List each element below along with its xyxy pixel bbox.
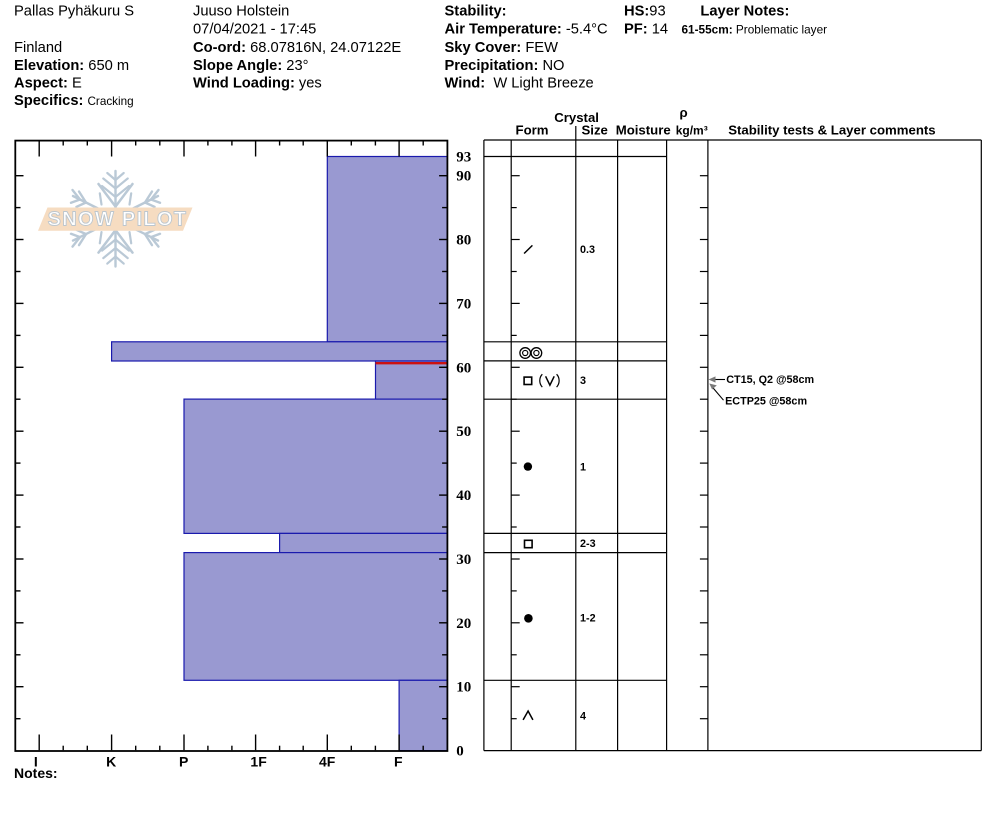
- svg-text:Finland: Finland: [14, 40, 62, 56]
- svg-text:0: 0: [456, 744, 464, 760]
- svg-text:Size: Size: [582, 123, 608, 138]
- svg-text:Specifics: Cracking: Specifics: Cracking: [14, 93, 134, 109]
- svg-text:0.3: 0.3: [580, 244, 595, 256]
- svg-text:CT15, Q2 @58cm: CT15, Q2 @58cm: [726, 374, 814, 386]
- svg-text:HS:93: HS:93: [624, 4, 666, 20]
- svg-text:Sky Cover: FEW: Sky Cover: FEW: [445, 40, 559, 56]
- svg-text:Elevation: 650 m: Elevation: 650 m: [14, 58, 129, 74]
- svg-text:Notes:: Notes:: [14, 765, 58, 781]
- svg-text:kg/m³: kg/m³: [676, 124, 708, 138]
- svg-text:4F: 4F: [319, 754, 336, 770]
- svg-text:Moisture: Moisture: [616, 123, 671, 138]
- svg-text:ρ: ρ: [680, 105, 688, 120]
- svg-text:1F: 1F: [250, 754, 267, 770]
- svg-text:Pallas Pyhäkuru S: Pallas Pyhäkuru S: [14, 4, 134, 20]
- svg-text:93: 93: [456, 150, 471, 166]
- svg-text:Layer Notes:: Layer Notes:: [700, 4, 789, 20]
- svg-text:F: F: [394, 754, 403, 770]
- svg-text:3: 3: [580, 375, 586, 387]
- svg-text:1-2: 1-2: [580, 612, 596, 624]
- svg-text:07/04/2021 - 17:45: 07/04/2021 - 17:45: [193, 22, 316, 38]
- svg-text:Slope Angle: 23°: Slope Angle: 23°: [193, 58, 309, 74]
- svg-text:40: 40: [456, 488, 471, 504]
- svg-text:70: 70: [456, 296, 471, 312]
- svg-text:Aspect: E: Aspect: E: [14, 76, 82, 92]
- svg-text:50: 50: [456, 424, 471, 440]
- svg-text:PF: 14: PF: 14: [624, 22, 668, 38]
- svg-text:Wind: W Light Breeze: Wind: W Light Breeze: [445, 76, 594, 92]
- svg-text:1: 1: [580, 461, 586, 473]
- svg-text:Air Temperature: -5.4°C: Air Temperature: -5.4°C: [445, 22, 609, 38]
- svg-text:30: 30: [456, 552, 471, 568]
- svg-text:P: P: [179, 754, 188, 770]
- svg-text:I: I: [34, 754, 38, 770]
- svg-text:Form: Form: [516, 123, 549, 138]
- svg-text:Stability:: Stability:: [445, 4, 507, 20]
- svg-text:Crystal: Crystal: [554, 110, 599, 125]
- svg-text:61-55cm: Problematic layer: 61-55cm: Problematic layer: [682, 23, 828, 37]
- svg-text:10: 10: [456, 680, 471, 696]
- svg-text:80: 80: [456, 233, 471, 249]
- svg-text:Co-ord: 68.07816N, 24.07122E: Co-ord: 68.07816N, 24.07122E: [193, 40, 401, 56]
- svg-text:2-3: 2-3: [580, 538, 596, 550]
- svg-text:90: 90: [456, 169, 471, 185]
- svg-text:SNOW PILOT: SNOW PILOT: [48, 209, 188, 231]
- svg-text:Juuso Holstein: Juuso Holstein: [193, 4, 289, 20]
- svg-text:4: 4: [580, 710, 586, 722]
- svg-text:60: 60: [456, 360, 471, 376]
- svg-text:Wind Loading: yes: Wind Loading: yes: [193, 76, 322, 92]
- svg-text:ECTP25 @58cm: ECTP25 @58cm: [725, 396, 807, 408]
- svg-text:K: K: [106, 754, 116, 770]
- svg-text:Stability tests & Layer commen: Stability tests & Layer comments: [728, 123, 935, 138]
- svg-text:20: 20: [456, 616, 471, 632]
- svg-text:Precipitation: NO: Precipitation: NO: [445, 58, 565, 74]
